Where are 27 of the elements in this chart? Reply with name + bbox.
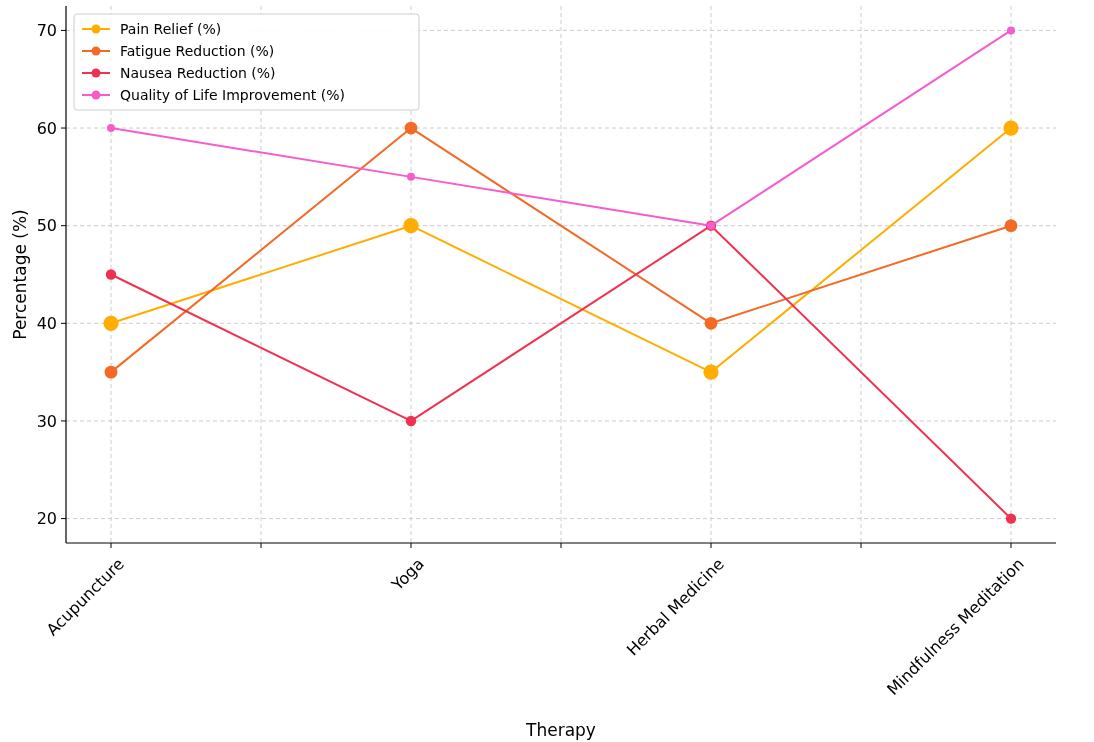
point	[407, 172, 415, 181]
y-tick-label: 20	[36, 509, 57, 529]
x-tick-label: Yoga	[387, 554, 428, 595]
legend-label: Fatigue Reduction (%)	[120, 42, 275, 59]
point	[105, 269, 117, 280]
point	[1003, 120, 1019, 136]
legend-label: Nausea Reduction (%)	[120, 64, 276, 81]
point	[404, 121, 418, 135]
legend-label: Quality of Life Improvement (%)	[120, 86, 345, 103]
point	[1004, 219, 1018, 233]
point	[704, 316, 718, 330]
point	[405, 415, 417, 427]
y-tick-label: 70	[36, 21, 57, 41]
y-tick-label: 40	[36, 313, 57, 333]
point	[403, 218, 419, 234]
y-tick-label: 50	[36, 216, 57, 236]
point	[107, 124, 115, 133]
point	[104, 365, 118, 379]
point	[103, 315, 119, 331]
point	[703, 364, 719, 380]
y-tick-label: 30	[36, 411, 57, 431]
point	[1007, 26, 1015, 35]
y-axis-title: Percentage (%)	[10, 209, 30, 340]
legend-label: Pain Relief (%)	[120, 20, 222, 37]
point	[1005, 513, 1017, 524]
y-tick-label: 60	[36, 118, 57, 138]
x-axis-title: Therapy	[525, 720, 596, 740]
